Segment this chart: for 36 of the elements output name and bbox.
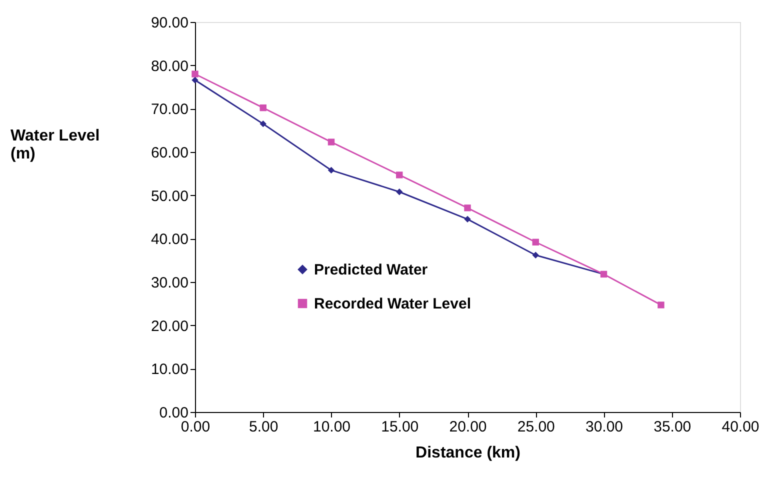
point — [192, 76, 198, 84]
y-tick-label: 0.00 — [159, 404, 188, 422]
x-tick-label: 40.00 — [722, 418, 760, 436]
y-tick-label: 80.00 — [150, 58, 188, 75]
y-tick-label: 70.00 — [150, 101, 188, 118]
x-tick-label: 35.00 — [654, 418, 692, 436]
point — [464, 204, 471, 212]
legend-label: Predicted Water — [314, 262, 428, 278]
point — [396, 188, 403, 196]
point — [532, 238, 539, 246]
y-tick-label: 40.00 — [150, 231, 188, 248]
x-tick-label: 25.00 — [517, 418, 555, 436]
legend-label: Recorded Water Level — [314, 296, 471, 312]
point — [396, 172, 403, 178]
point — [260, 104, 266, 112]
point — [464, 216, 471, 223]
point — [658, 302, 664, 308]
y-tick-label: 30.00 — [150, 274, 188, 292]
y-tick-label: 60.00 — [150, 144, 188, 162]
y-tick-label: 90.00 — [150, 14, 188, 32]
point — [328, 166, 335, 174]
x-tick-label: 20.00 — [449, 418, 487, 436]
point — [260, 120, 266, 128]
y-tick-label: 10.00 — [150, 361, 188, 378]
x-tick-label: 10.00 — [312, 418, 351, 436]
x-tick-label: 15.00 — [381, 418, 419, 436]
x-tick-label: 0.00 — [180, 418, 210, 436]
point — [328, 138, 335, 146]
x-tick-label: 30.00 — [585, 418, 624, 436]
y-axis-title: Water Level (m) — [10, 128, 100, 162]
x-axis-title: Distance (km) — [416, 444, 520, 462]
point — [192, 70, 198, 78]
x-tick-label: 5.00 — [249, 418, 278, 436]
y-tick-label: 20.00 — [150, 318, 188, 335]
y-tick-label: 50.00 — [150, 188, 188, 205]
point — [532, 252, 539, 258]
